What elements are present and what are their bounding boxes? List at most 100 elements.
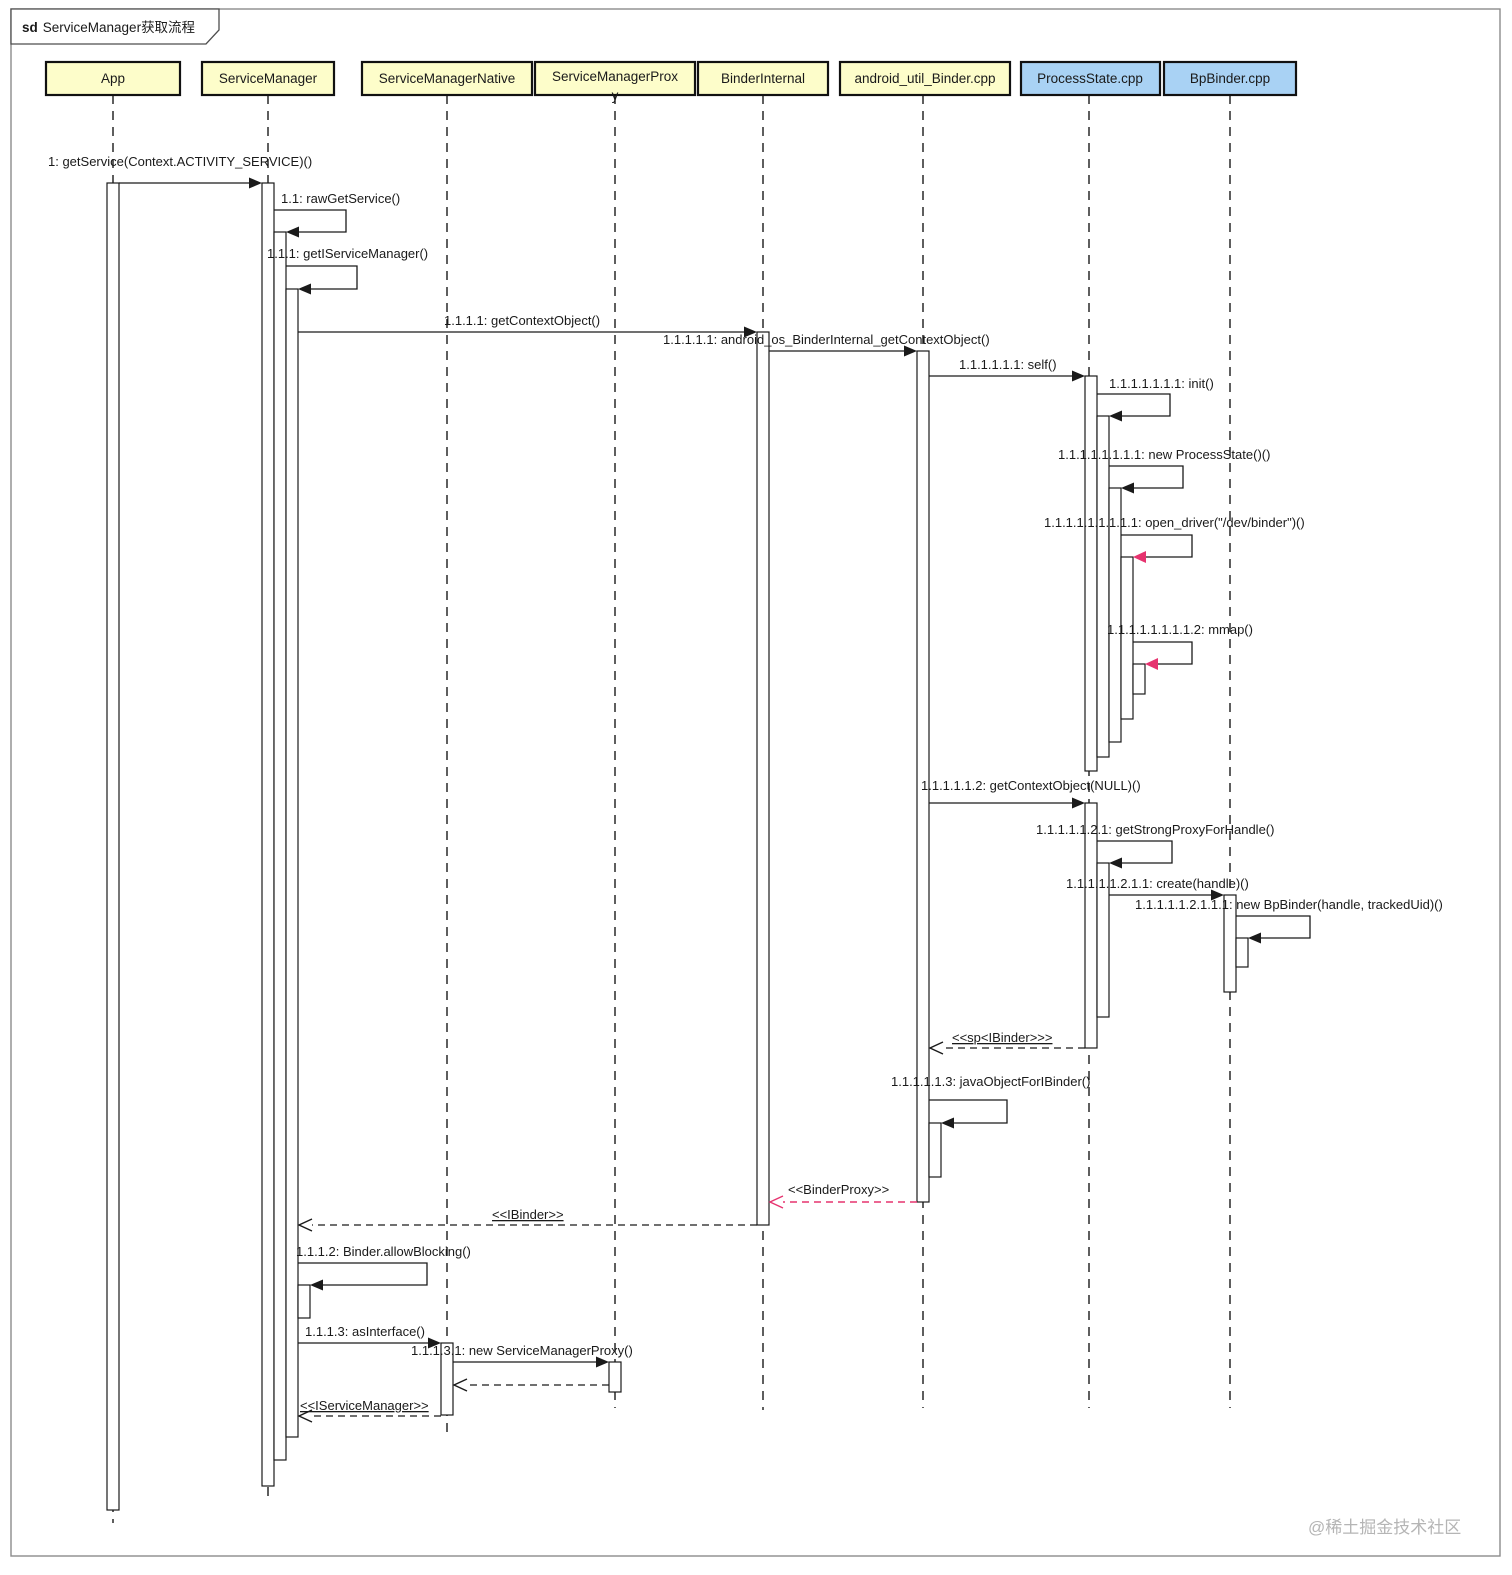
participant-label: ServiceManagerNative <box>379 71 516 86</box>
message-rawgetservice: 1.1: rawGetService() <box>274 191 400 238</box>
participant-servicemanager: ServiceManager <box>200 60 336 97</box>
participant-box <box>200 60 336 97</box>
self-call-loop <box>1109 465 1184 489</box>
return-iservicemanager: <<IServiceManager>> <box>297 1398 441 1423</box>
sync-arrowhead <box>1121 482 1134 494</box>
sync-arrowhead <box>1072 370 1085 382</box>
return-binderproxy: <<BinderProxy>> <box>768 1182 917 1209</box>
watermark-text: @稀土掘金技术社区 <box>1308 1518 1461 1537</box>
activation-servicemanager-4 <box>297 1284 311 1319</box>
sync-arrowhead <box>428 1337 441 1349</box>
message-new-servicemanagerproxy: 1.1.1.3.1: new ServiceManagerProxy() <box>411 1343 633 1368</box>
return-arrowhead-highlight <box>768 1195 784 1209</box>
activation-processstate-2 <box>1096 415 1110 758</box>
self-call-loop <box>298 1262 428 1286</box>
diagram-keyword: sd <box>22 20 38 35</box>
message-label: 1: getService(Context.ACTIVITY_SERVICE)(… <box>48 154 312 169</box>
message-binder-allowblocking: 1.1.1.2: Binder.allowBlocking() <box>296 1244 471 1291</box>
participant-box <box>696 60 830 97</box>
activation-servicemanager-1 <box>261 182 275 1487</box>
participant-box <box>44 60 182 97</box>
sync-arrowhead <box>904 345 917 357</box>
activation-app <box>106 182 120 1511</box>
message-init: 1.1.1.1.1.1.1: init() <box>1097 376 1214 422</box>
participant-binderinternal: BinderInternal <box>696 60 830 97</box>
participant-label: ServiceManager <box>219 71 318 86</box>
return-ibinder: <<IBinder>> <box>297 1207 757 1232</box>
message-label: 1.1.1: getIServiceManager() <box>267 246 428 261</box>
diagram-title-tab <box>10 8 220 45</box>
message-label: 1.1.1.1: getContextObject() <box>444 313 600 328</box>
participant-box <box>1019 60 1162 97</box>
sync-arrowhead <box>286 226 299 238</box>
message-getiservicemanager: 1.1.1: getIServiceManager() <box>267 246 428 295</box>
return-sp-ibinder: <<sp<IBinder>>> <box>928 1030 1085 1055</box>
participant-label-line1: ServiceManagerProx <box>552 69 678 84</box>
activation-bpbinder-2 <box>1235 937 1249 968</box>
diagram-title-text: ServiceManager获取流程 <box>43 20 195 35</box>
message-label: 1.1: rawGetService() <box>281 191 400 206</box>
self-call-loop-highlight <box>1133 641 1193 665</box>
sync-arrowhead <box>1248 932 1261 944</box>
activation-bars <box>106 182 1249 1511</box>
activation-android-util-binder-1 <box>916 350 930 1203</box>
message-android-os-binderinternal-getcontextobject: 1.1.1.1.1: android_os_BinderInternal_get… <box>663 332 990 357</box>
message-javaobjectforibinder: 1.1.1.1.1.3: javaObjectForIBinder() <box>891 1074 1090 1129</box>
message-getcontextobject-null: 1.1.1.1.1.2: getContextObject(NULL)() <box>921 778 1141 809</box>
self-call-loop <box>274 209 347 233</box>
participant-android-util-binder: android_util_Binder.cpp <box>838 60 1012 97</box>
message-open-driver: 1.1.1.1.1.1.1.1.1: open_driver("/dev/bin… <box>1044 515 1305 563</box>
activation-servicemanager-2 <box>273 231 287 1461</box>
self-call-loop <box>286 265 358 290</box>
activation-processstate-1 <box>1084 375 1098 772</box>
message-self: 1.1.1.1.1.1: self() <box>929 357 1085 382</box>
participant-box <box>1162 60 1298 97</box>
sync-arrowhead <box>310 1279 323 1291</box>
activation-processstate-4 <box>1120 556 1134 720</box>
participant-box <box>533 60 697 97</box>
message-label: 1.1.1.1.1.1.1: init() <box>1109 376 1214 391</box>
return-label: <<sp<IBinder>>> <box>952 1030 1052 1045</box>
message-label: 1.1.1.1.1.1.1.1: new ProcessState()() <box>1058 447 1270 462</box>
diagram-title: sd ServiceManager获取流程 <box>22 20 195 35</box>
self-call-loop <box>1097 393 1171 417</box>
activation-processstate-6 <box>1084 802 1098 1049</box>
participant-label-line2: y <box>612 88 619 103</box>
return-label: <<IServiceManager>> <box>300 1398 429 1413</box>
sync-arrowhead <box>1211 889 1224 901</box>
participant-label: android_util_Binder.cpp <box>854 71 995 86</box>
message-getcontextobject: 1.1.1.1: getContextObject() <box>298 313 757 338</box>
self-call-loop <box>1097 840 1173 864</box>
sync-arrowhead <box>941 1117 954 1129</box>
sync-arrowhead-highlight <box>1133 551 1146 563</box>
participant-servicemanagerproxy: ServiceManagerProx y <box>533 60 697 103</box>
message-label: 1.1.1.3.1: new ServiceManagerProxy() <box>411 1343 633 1358</box>
return-unlabeled <box>452 1378 609 1392</box>
sync-arrowhead <box>298 283 311 295</box>
activation-servicemanagerproxy <box>608 1361 622 1393</box>
sync-arrowhead <box>1109 410 1122 422</box>
message-asinterface: 1.1.1.3: asInterface() <box>298 1324 441 1349</box>
participant-servicemanagernative: ServiceManagerNative <box>360 60 534 97</box>
message-label: 1.1.1.1.1.1: self() <box>959 357 1057 372</box>
self-call-loop <box>929 1099 1008 1124</box>
message-new-processstate: 1.1.1.1.1.1.1.1: new ProcessState()() <box>1058 447 1270 494</box>
message-label: 1.1.1.1.1.2.1.1: create(handle)() <box>1066 876 1249 891</box>
message-mmap: 1.1.1.1.1.1.1.1.2: mmap() <box>1107 622 1253 670</box>
activation-processstate-7 <box>1096 862 1110 1018</box>
sync-arrowhead <box>596 1356 609 1368</box>
participant-processstate: ProcessState.cpp <box>1019 60 1162 97</box>
return-label: <<IBinder>> <box>492 1207 564 1222</box>
message-label: 1.1.1.1.1: android_os_BinderInternal_get… <box>663 332 990 347</box>
message-label: 1.1.1.1.1.1.1.1.2: mmap() <box>1107 622 1253 637</box>
sync-arrowhead <box>1072 797 1085 809</box>
return-label: <<BinderProxy>> <box>788 1182 889 1197</box>
message-label: 1.1.1.1.1.2.1.1.1: new BpBinder(handle, … <box>1135 897 1443 912</box>
participants: App ServiceManager ServiceManagerNative … <box>44 60 1298 103</box>
message-label: 1.1.1.3: asInterface() <box>305 1324 425 1339</box>
participant-app: App <box>44 60 182 97</box>
return-arrowhead <box>928 1041 944 1055</box>
diagram-frame <box>10 8 1501 1557</box>
